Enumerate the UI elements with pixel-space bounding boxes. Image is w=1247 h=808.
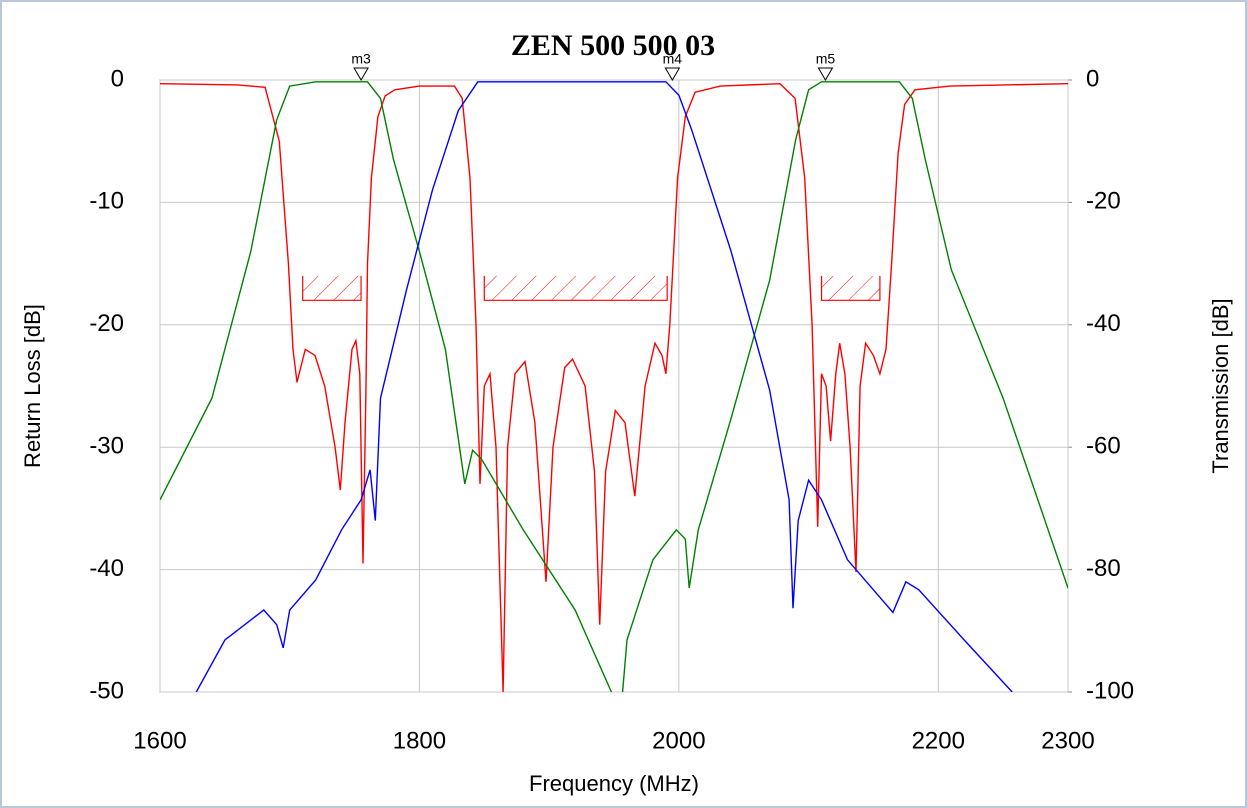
y2-tick-label: -20	[1086, 188, 1121, 215]
series-line	[195, 81, 1013, 692]
mask-hatch	[302, 275, 362, 301]
mask-outline	[302, 275, 362, 301]
x-tick-label: 2200	[912, 727, 965, 754]
y2-tick-label: -100	[1086, 677, 1134, 704]
marker-label: m3	[351, 51, 371, 67]
y-tick-label: 0	[111, 65, 124, 92]
x-tick-label: 2300	[1041, 727, 1094, 754]
mask-outline	[820, 275, 881, 301]
series-line	[160, 81, 1068, 692]
y-tick-label: -50	[89, 677, 124, 704]
mask-outline	[483, 275, 668, 301]
x-tick-label: 2000	[652, 727, 705, 754]
mask-hatch	[821, 275, 880, 301]
y-axis-label: Return Loss [dB]	[20, 304, 45, 468]
x-tick-label: 1800	[393, 727, 446, 754]
plot-layer	[160, 81, 1068, 692]
x-tick-label: 1600	[133, 727, 186, 754]
y2-tick-label: -40	[1086, 310, 1121, 337]
x-axis-label: Frequency (MHz)	[529, 771, 699, 796]
mask-hatch	[484, 275, 668, 301]
marker-label: m4	[663, 51, 683, 67]
plot-area	[159, 79, 1069, 693]
chart-title: ZEN 500 500 03	[511, 29, 715, 62]
y2-tick-label: -80	[1086, 555, 1121, 582]
y2-tick-label: -60	[1086, 433, 1121, 460]
y-tick-label: -30	[89, 433, 124, 460]
y2-axis-label: Transmission [dB]	[1208, 298, 1233, 473]
y-tick-label: -20	[89, 310, 124, 337]
series-line	[160, 82, 1068, 692]
marker-label: m5	[816, 51, 836, 67]
marker	[353, 67, 369, 81]
marker	[817, 67, 834, 81]
y-tick-label: -40	[89, 555, 124, 582]
marker	[664, 67, 681, 81]
y2-tick-label: 0	[1086, 65, 1099, 92]
y-tick-label: -10	[89, 188, 124, 215]
